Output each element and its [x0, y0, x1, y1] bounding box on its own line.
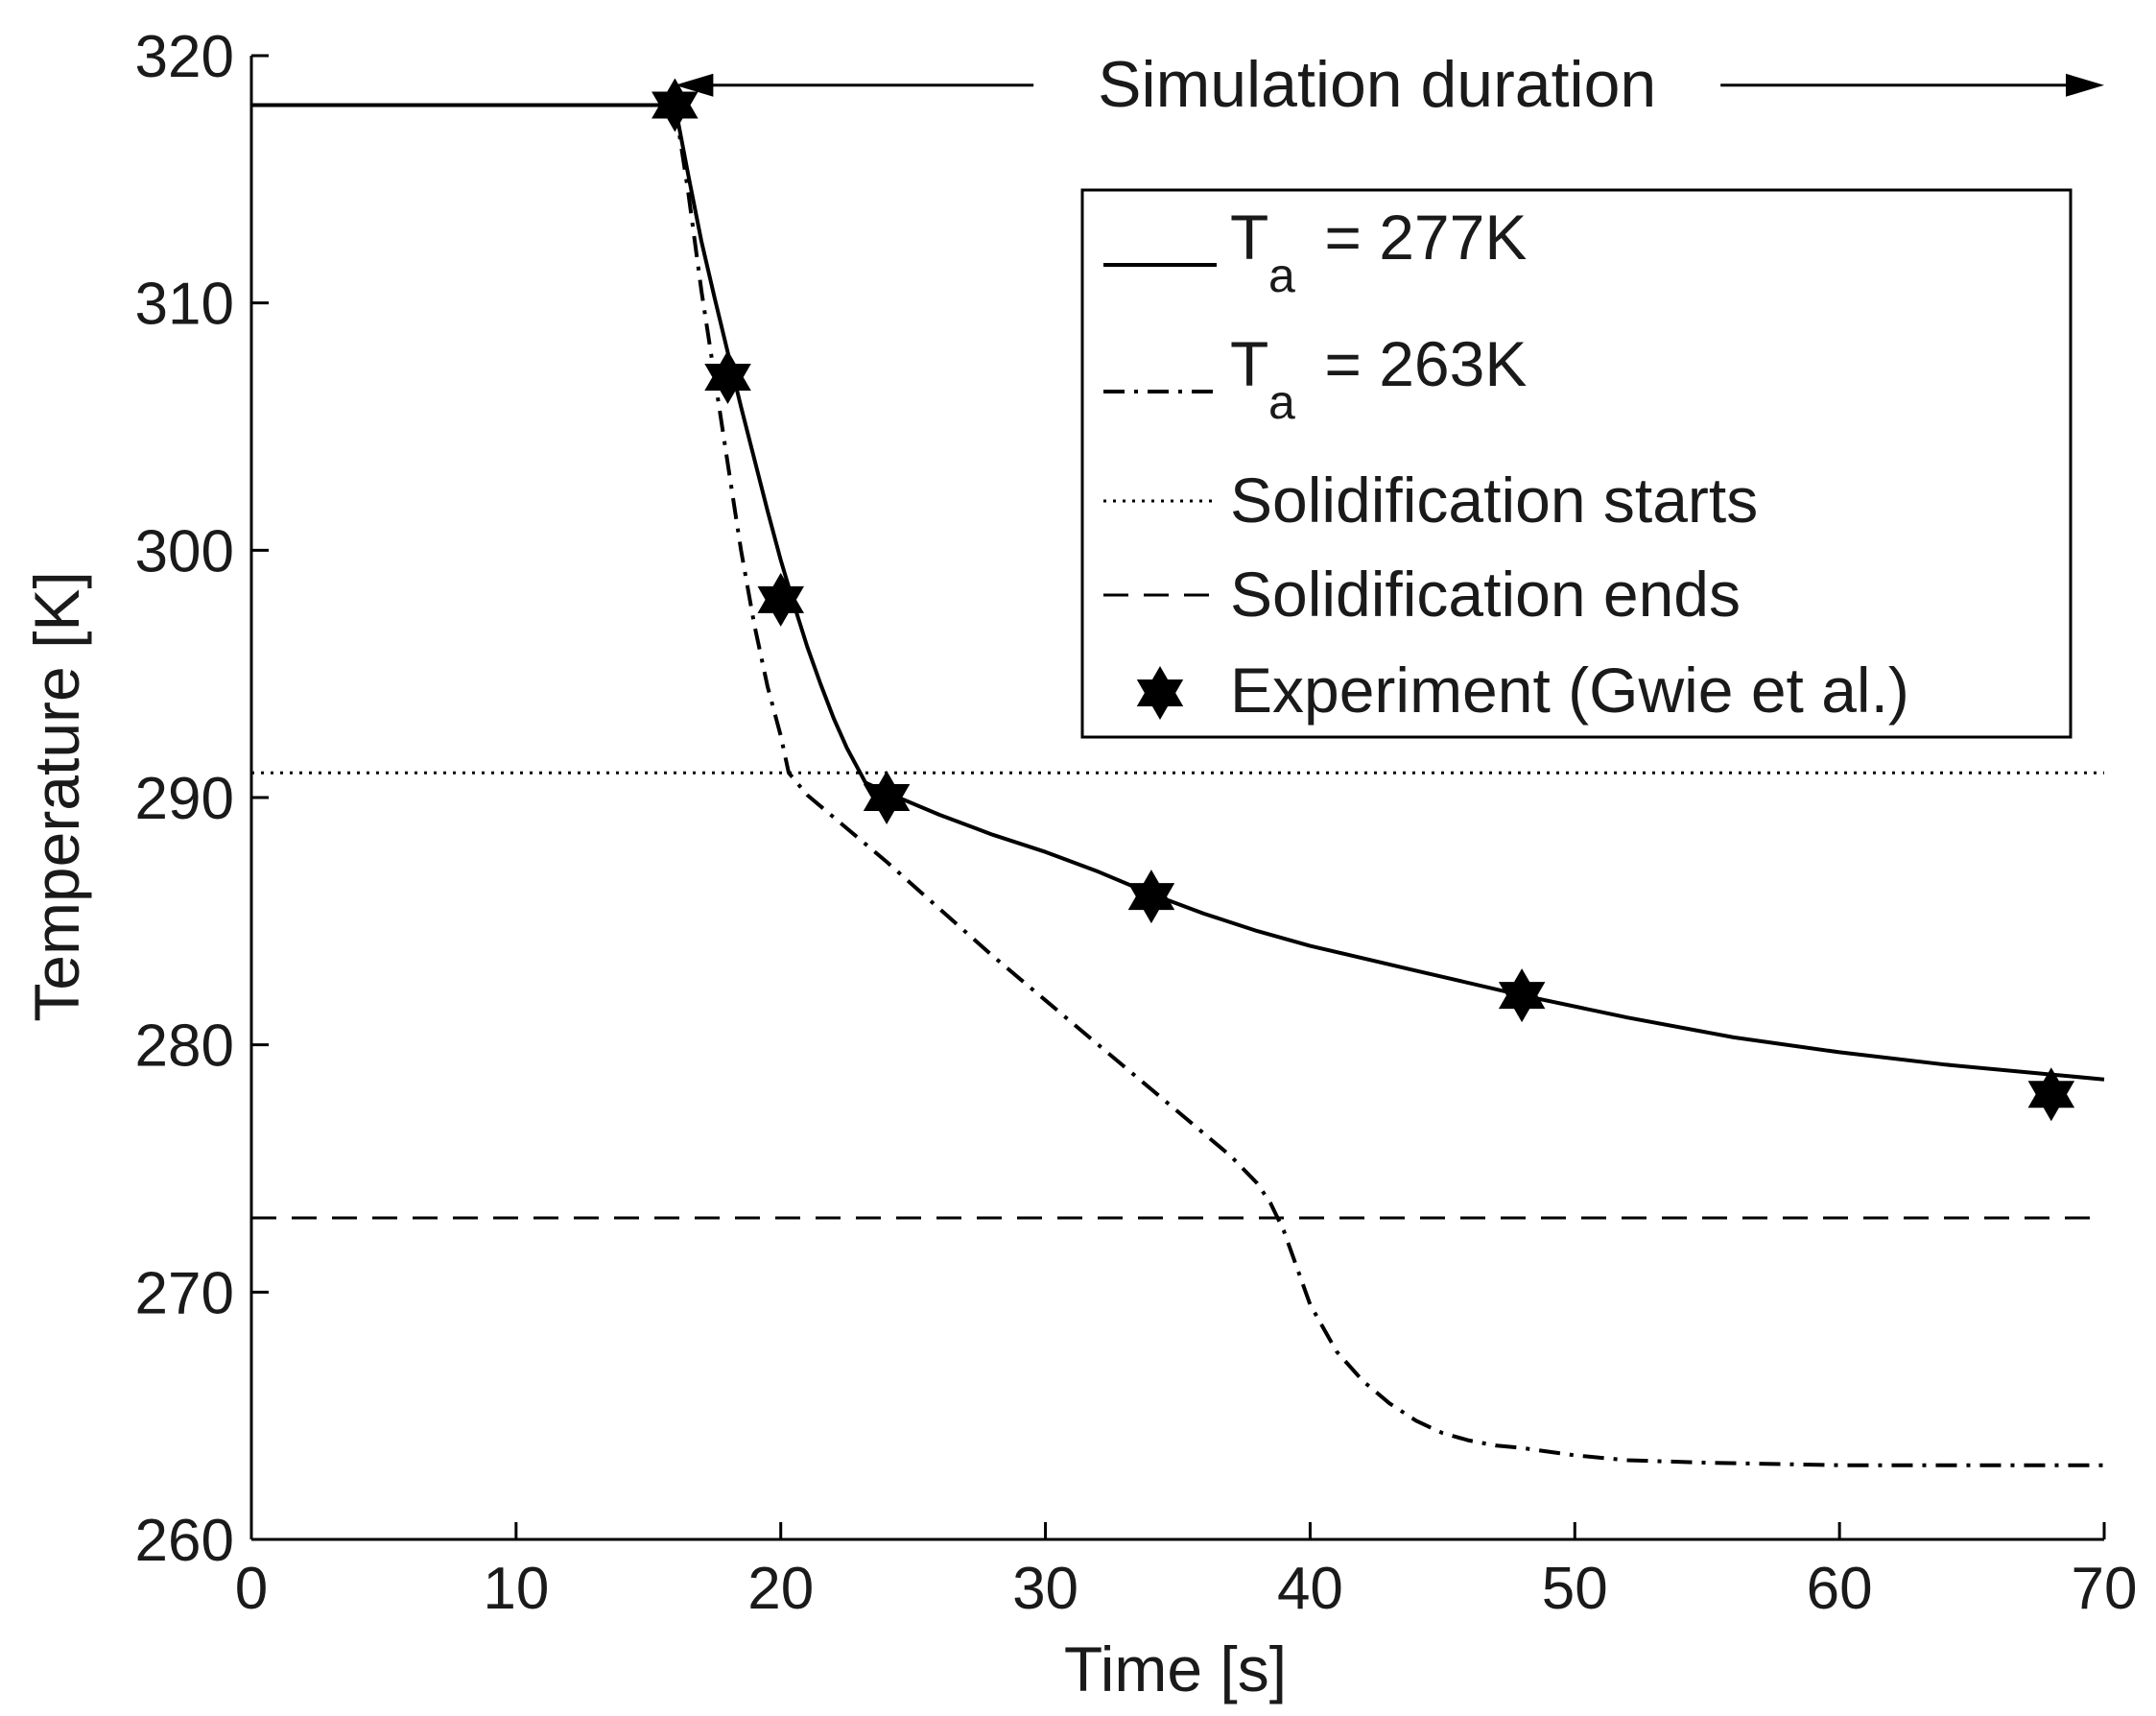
- legend-label-solidification-starts: Solidification starts: [1230, 465, 1758, 536]
- legend-label-263k-main: T: [1230, 328, 1268, 399]
- y-axis-title: Temperature [K]: [21, 571, 92, 1022]
- simulation-duration-annotation: Simulation duration: [675, 48, 2104, 121]
- legend-entry-solidification-ends: Solidification ends: [1103, 559, 1741, 630]
- legend-label-277k-rest: = 277K: [1307, 202, 1527, 273]
- legend-entry-experiment: Experiment (Gwie et al.): [1136, 655, 1909, 726]
- experiment-point: [757, 572, 804, 627]
- simulation-duration-label: Simulation duration: [1098, 48, 1656, 121]
- legend-label-263k-sub: a: [1268, 375, 1295, 429]
- x-tick-label: 10: [483, 1556, 549, 1622]
- annotation-arrowhead-right: [2066, 73, 2104, 97]
- y-tick-label: 300: [135, 518, 234, 584]
- legend: T a = 277K T a = 263K Solidification sta…: [1080, 188, 2073, 739]
- series-line-263k: [673, 105, 2104, 1467]
- y-tick-label: 270: [135, 1260, 234, 1326]
- experiment-point: [652, 78, 699, 132]
- experiment-point: [863, 771, 911, 824]
- x-axis-title: Time [s]: [1064, 1633, 1287, 1704]
- experiment-point: [1127, 870, 1175, 924]
- experiment-point: [704, 350, 751, 404]
- legend-label-277k-sub: a: [1268, 249, 1295, 302]
- legend-star-icon: [1136, 666, 1184, 720]
- legend-label-solidification-ends: Solidification ends: [1230, 559, 1741, 630]
- y-tick-label: 320: [135, 24, 234, 90]
- y-tick-label: 260: [135, 1508, 234, 1574]
- x-tick-label: 40: [1277, 1556, 1343, 1622]
- axis-ticks: 0 10 20 30 40 50 60 70 260 270 280 290 300 310 320: [135, 24, 2138, 1622]
- legend-entry-277k: T a = 277K: [1103, 202, 1527, 302]
- legend-box: [1080, 188, 2073, 739]
- legend-entry-solidification-starts: Solidification starts: [1103, 465, 1758, 536]
- x-tick-label: 50: [1542, 1556, 1608, 1622]
- legend-label-experiment: Experiment (Gwie et al.): [1230, 655, 1909, 726]
- x-tick-label: 0: [235, 1556, 268, 1622]
- legend-entry-263k: T a = 263K: [1103, 328, 1527, 429]
- y-tick-label: 310: [135, 272, 234, 338]
- legend-label-263k-rest: = 263K: [1307, 328, 1527, 399]
- x-tick-label: 30: [1012, 1556, 1078, 1622]
- x-tick-label: 60: [1807, 1556, 1873, 1622]
- annotation-arrowhead-left: [675, 73, 714, 97]
- x-tick-label: 70: [2072, 1556, 2138, 1622]
- experiment-markers: [652, 78, 2075, 1122]
- x-tick-label: 20: [747, 1556, 814, 1622]
- experiment-point: [1498, 968, 1546, 1023]
- experiment-point: [2027, 1067, 2075, 1122]
- y-tick-label: 280: [135, 1013, 234, 1080]
- y-tick-label: 290: [135, 766, 234, 832]
- legend-label-277k-main: T: [1230, 202, 1268, 273]
